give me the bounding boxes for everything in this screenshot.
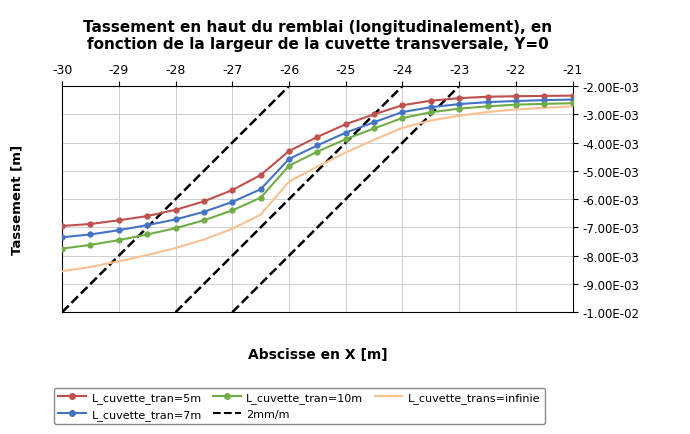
- L_cuvette_tran=5m: [58, 224, 66, 229]
- L_cuvette_tran=5m: [228, 188, 237, 193]
- L_cuvette_trans=infinie: [426, 118, 435, 124]
- L_cuvette_tran=7m: [398, 110, 406, 115]
- L_cuvette_tran=10m: [313, 150, 322, 155]
- L_cuvette_trans=infinie: [342, 151, 350, 156]
- Line: L_cuvette_tran=5m: L_cuvette_tran=5m: [59, 94, 575, 229]
- L_cuvette_tran=7m: [58, 235, 66, 240]
- L_cuvette_tran=7m: [455, 102, 464, 108]
- L_cuvette_tran=5m: [512, 94, 520, 99]
- L_cuvette_tran=7m: [86, 232, 95, 237]
- L_cuvette_tran=7m: [143, 223, 151, 228]
- L_cuvette_tran=7m: [257, 187, 265, 192]
- L_cuvette_tran=7m: [342, 131, 350, 136]
- Legend: L_cuvette_tran=5m, L_cuvette_tran=7m, L_cuvette_tran=10m, 2mm/m, L_cuvette_trans: L_cuvette_tran=5m, L_cuvette_tran=7m, L_…: [54, 388, 545, 424]
- L_cuvette_trans=infinie: [86, 265, 95, 270]
- L_cuvette_tran=10m: [398, 116, 406, 121]
- L_cuvette_tran=7m: [512, 99, 520, 104]
- L_cuvette_tran=7m: [171, 217, 179, 223]
- L_cuvette_tran=5m: [342, 122, 350, 128]
- L_cuvette_tran=10m: [569, 102, 577, 107]
- L_cuvette_tran=10m: [200, 218, 208, 224]
- L_cuvette_trans=infinie: [285, 180, 293, 185]
- L_cuvette_trans=infinie: [455, 114, 464, 119]
- L_cuvette_tran=10m: [58, 247, 66, 252]
- L_cuvette_tran=5m: [569, 94, 577, 99]
- Line: L_cuvette_tran=10m: L_cuvette_tran=10m: [59, 102, 575, 251]
- L_cuvette_tran=7m: [285, 157, 293, 162]
- L_cuvette_tran=7m: [313, 143, 322, 148]
- L_cuvette_tran=10m: [228, 208, 237, 214]
- L_cuvette_trans=infinie: [58, 269, 66, 274]
- L_cuvette_tran=10m: [257, 196, 265, 201]
- L_cuvette_tran=5m: [540, 94, 549, 99]
- L_cuvette_trans=infinie: [257, 213, 265, 218]
- L_cuvette_tran=5m: [455, 96, 464, 102]
- Text: Tassement [m]: Tassement [m]: [11, 145, 23, 255]
- L_cuvette_tran=5m: [398, 103, 406, 108]
- L_cuvette_tran=10m: [512, 103, 520, 108]
- L_cuvette_trans=infinie: [171, 246, 179, 251]
- L_cuvette_tran=10m: [86, 243, 95, 248]
- L_cuvette_tran=5m: [143, 214, 151, 219]
- L_cuvette_tran=10m: [143, 232, 151, 237]
- L_cuvette_trans=infinie: [540, 106, 549, 111]
- L_cuvette_tran=10m: [540, 102, 549, 107]
- L_cuvette_tran=10m: [285, 164, 293, 169]
- L_cuvette_tran=10m: [484, 105, 492, 110]
- L_cuvette_trans=infinie: [484, 110, 492, 115]
- L_cuvette_tran=5m: [200, 199, 208, 204]
- L_cuvette_tran=5m: [171, 208, 179, 213]
- L_cuvette_trans=infinie: [569, 105, 577, 110]
- L_cuvette_tran=10m: [171, 226, 179, 231]
- L_cuvette_tran=10m: [426, 110, 435, 115]
- Line: L_cuvette_trans=infinie: L_cuvette_trans=infinie: [62, 107, 573, 272]
- Line: L_cuvette_tran=7m: L_cuvette_tran=7m: [59, 98, 575, 240]
- L_cuvette_tran=5m: [313, 135, 322, 140]
- L_cuvette_tran=5m: [285, 149, 293, 154]
- L_cuvette_tran=10m: [370, 126, 378, 132]
- L_cuvette_tran=7m: [200, 210, 208, 215]
- L_cuvette_tran=7m: [228, 200, 237, 205]
- L_cuvette_tran=5m: [86, 222, 95, 227]
- L_cuvette_tran=7m: [569, 98, 577, 103]
- Text: Abscisse en X [m]: Abscisse en X [m]: [248, 347, 387, 361]
- Text: Tassement en haut du remblai (longitudinalement), en
fonction de la largeur de l: Tassement en haut du remblai (longitudin…: [83, 20, 552, 52]
- L_cuvette_trans=infinie: [200, 237, 208, 243]
- L_cuvette_trans=infinie: [512, 108, 520, 113]
- L_cuvette_tran=7m: [484, 100, 492, 105]
- L_cuvette_tran=7m: [370, 120, 378, 125]
- L_cuvette_tran=10m: [342, 137, 350, 142]
- L_cuvette_tran=5m: [257, 173, 265, 178]
- L_cuvette_tran=7m: [540, 98, 549, 103]
- L_cuvette_tran=5m: [115, 218, 123, 224]
- L_cuvette_trans=infinie: [228, 227, 237, 232]
- L_cuvette_tran=7m: [426, 105, 435, 111]
- L_cuvette_tran=7m: [115, 228, 123, 233]
- L_cuvette_trans=infinie: [370, 138, 378, 143]
- L_cuvette_trans=infinie: [398, 126, 406, 131]
- L_cuvette_tran=5m: [484, 95, 492, 100]
- L_cuvette_trans=infinie: [143, 253, 151, 258]
- L_cuvette_tran=5m: [370, 112, 378, 118]
- L_cuvette_tran=5m: [426, 99, 435, 104]
- L_cuvette_tran=10m: [455, 107, 464, 112]
- L_cuvette_tran=10m: [115, 238, 123, 243]
- L_cuvette_trans=infinie: [115, 259, 123, 264]
- L_cuvette_trans=infinie: [313, 164, 322, 170]
